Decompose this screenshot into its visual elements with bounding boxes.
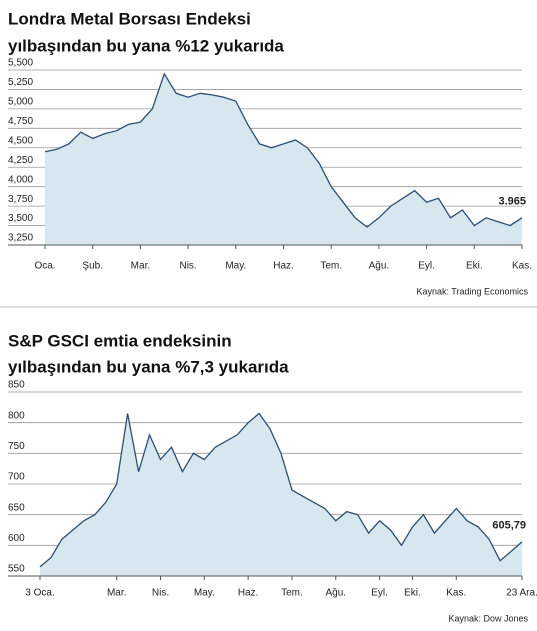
- x-tick-label: Tem.: [281, 588, 303, 599]
- y-tick-label: 5,500: [8, 58, 33, 69]
- x-tick-label: Nis.: [179, 261, 196, 272]
- y-tick-label: 5,000: [8, 97, 33, 108]
- y-tick-label: 3,250: [8, 233, 33, 244]
- x-tick-label: Mar.: [131, 261, 150, 272]
- annotation: 605,79: [492, 520, 526, 532]
- y-tick-label: 5,250: [8, 77, 33, 88]
- y-tick-label: 550: [8, 564, 25, 575]
- x-tick-label: Şub.: [82, 261, 103, 272]
- y-tick-label: 3,500: [8, 213, 33, 224]
- x-tick-label: 23 Ara.: [506, 588, 537, 599]
- x-tick-label: Haz.: [273, 261, 294, 272]
- y-tick-label: 800: [8, 410, 25, 421]
- x-tick-label: Oca.: [34, 261, 55, 272]
- x-tick-label: Eki.: [404, 588, 421, 599]
- y-tick-label: 4,250: [8, 155, 33, 166]
- x-tick-label: May.: [225, 261, 246, 272]
- area: [40, 413, 522, 576]
- x-tick-label: May.: [194, 588, 215, 599]
- chart-subtitle: yılbaşından bu yana %12 yukarıda: [8, 36, 284, 55]
- y-tick-label: 3,750: [8, 194, 33, 205]
- x-tick-label: Eyl.: [371, 588, 388, 599]
- x-tick-label: Eyl.: [418, 261, 435, 272]
- y-tick-label: 700: [8, 472, 25, 483]
- source: Kaynak: Dow Jones: [448, 613, 528, 623]
- source: Kaynak: Trading Economics: [416, 286, 528, 296]
- x-tick-label: Mar.: [107, 588, 126, 599]
- chart-title: S&P GSCI emtia endeksinin: [8, 331, 232, 350]
- area: [45, 73, 522, 246]
- x-tick-label: Kas.: [446, 588, 466, 599]
- x-tick-label: Ağu.: [369, 261, 390, 272]
- y-tick-label: 4,000: [8, 174, 33, 185]
- annotation: 3.965: [498, 196, 526, 208]
- y-tick-label: 4,500: [8, 135, 33, 146]
- x-tick-label: 3 Oca.: [25, 588, 54, 599]
- chart-title: Londra Metal Borsası Endeksi: [8, 9, 251, 28]
- y-tick-label: 850: [8, 380, 25, 391]
- y-tick-label: 4,750: [8, 116, 33, 127]
- x-tick-label: Tem.: [320, 261, 342, 272]
- x-tick-label: Kas.: [512, 261, 532, 272]
- y-tick-label: 600: [8, 533, 25, 544]
- y-tick-label: 750: [8, 441, 25, 452]
- line: [39, 412, 523, 568]
- x-tick-label: Eki.: [466, 261, 483, 272]
- x-tick-label: Haz.: [238, 588, 259, 599]
- y-tick-label: 650: [8, 502, 25, 513]
- chart-subtitle: yılbaşından bu yana %7,3 yukarıda: [8, 357, 289, 376]
- x-tick-label: Nis.: [152, 588, 169, 599]
- x-tick-label: Ağu.: [325, 588, 346, 599]
- line: [44, 72, 523, 228]
